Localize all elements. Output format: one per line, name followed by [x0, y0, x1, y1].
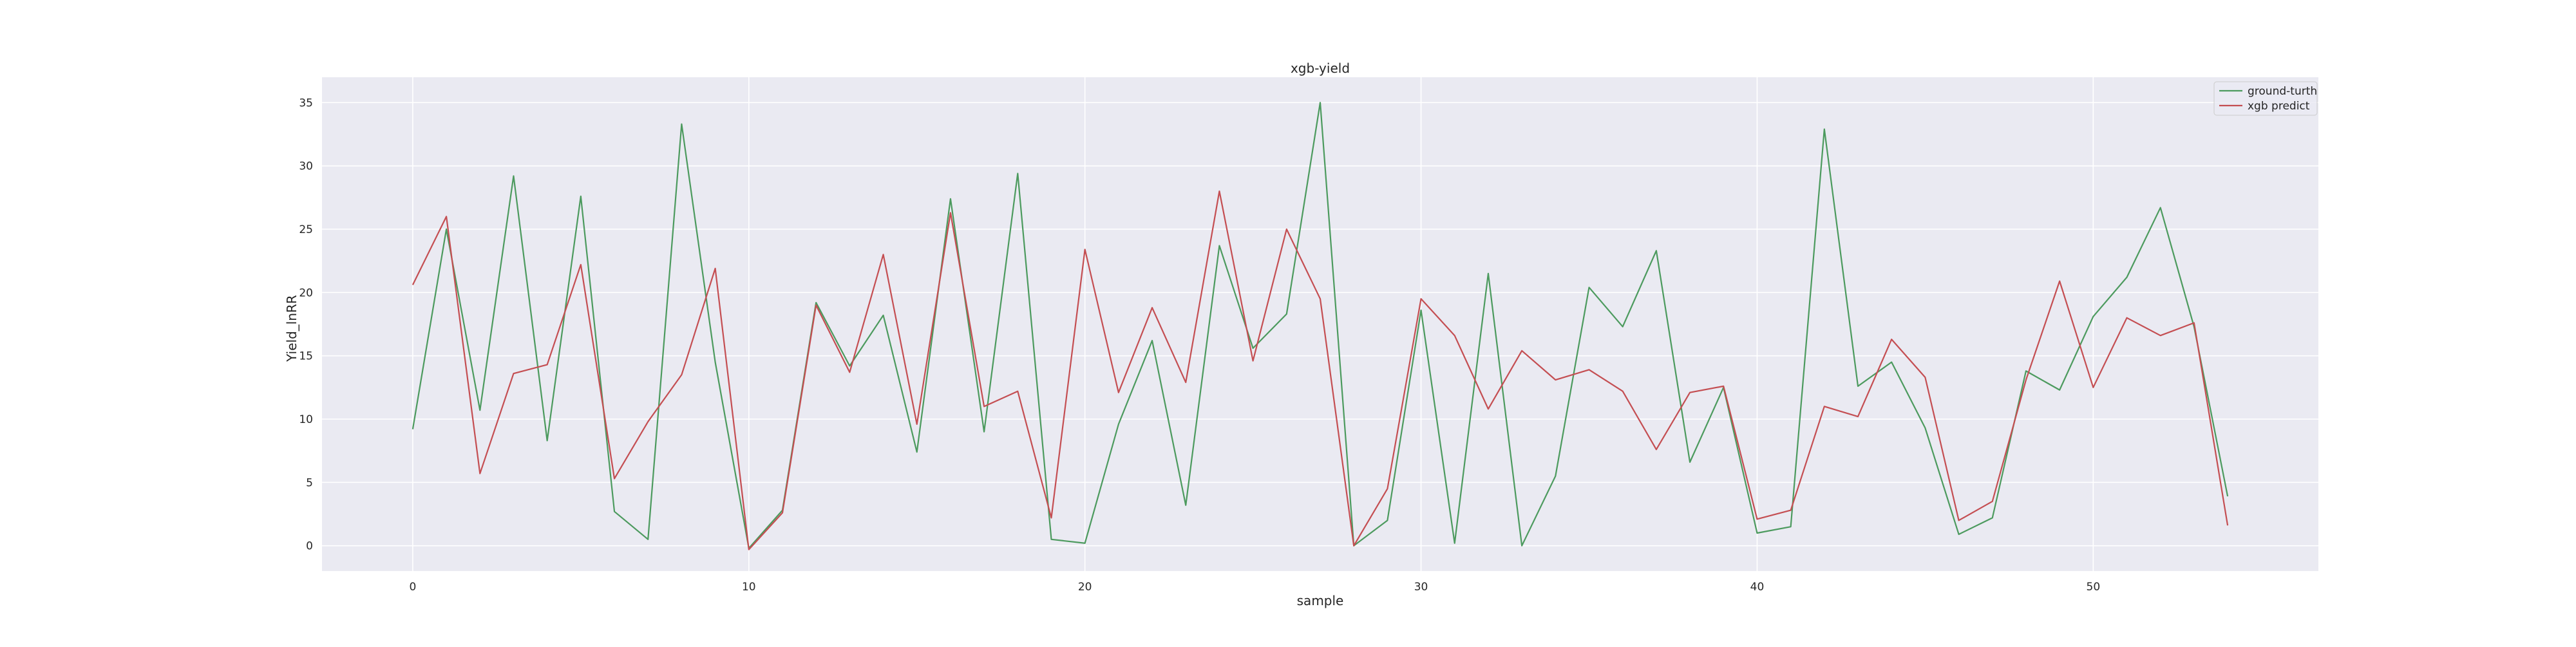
x-axis-ticks: 0 10 20 30 40 50 — [409, 581, 2100, 594]
x-tick-label: 30 — [1414, 581, 1428, 594]
chart-title: xgb-yield — [1291, 61, 1350, 76]
x-tick-label: 40 — [1750, 581, 1765, 594]
x-tick-label: 0 — [409, 581, 416, 594]
legend: ground-turth xgb predict — [2213, 81, 2318, 116]
y-tick-label: 15 — [299, 350, 313, 363]
y-tick-label: 0 — [306, 540, 313, 553]
y-tick-label: 10 — [299, 413, 313, 426]
y-tick-label: 35 — [299, 97, 313, 109]
plot-background — [322, 77, 2318, 571]
x-tick-label: 10 — [742, 581, 756, 594]
x-tick-label: 50 — [2087, 581, 2101, 594]
series-line-ground-turth — [412, 102, 2229, 549]
series-lines — [412, 102, 2229, 550]
y-tick-label: 25 — [299, 223, 313, 236]
series-line-xgb-predict — [412, 190, 2229, 550]
y-axis-ticks: 0 5 10 15 20 25 30 35 — [299, 97, 313, 552]
y-axis-label: Yield_lnRR — [284, 295, 299, 362]
y-tick-label: 20 — [299, 286, 313, 299]
x-tick-label: 20 — [1078, 581, 1092, 594]
legend-label-xgb-predict: xgb predict — [2248, 100, 2310, 113]
y-tick-label: 30 — [299, 160, 313, 173]
legend-label-ground-turth: ground-turth — [2248, 85, 2317, 98]
x-axis-label: sample — [1297, 593, 1344, 608]
y-tick-label: 5 — [306, 476, 313, 489]
